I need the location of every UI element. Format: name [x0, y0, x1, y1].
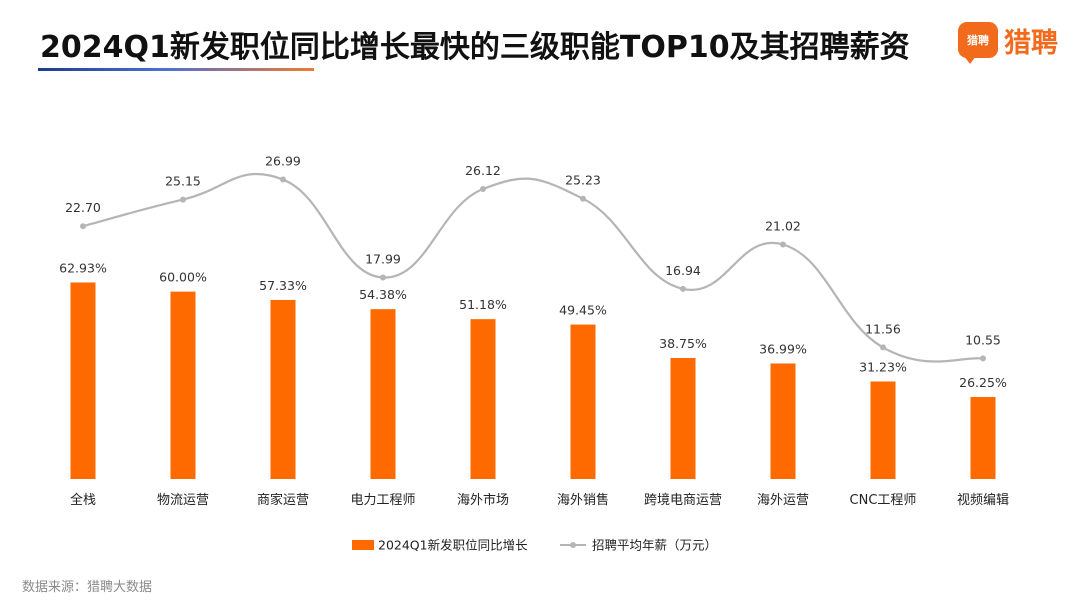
- salary-point-7: [680, 285, 686, 292]
- bar-label-6: 49.45%: [559, 303, 607, 318]
- bar-label-7: 38.75%: [659, 336, 707, 351]
- salary-label-5: 26.12: [465, 163, 501, 178]
- category-label-4: 电力工程师: [350, 493, 415, 508]
- category-label-5: 海外市场: [457, 492, 509, 508]
- salary-label-3: 26.99: [265, 154, 301, 169]
- bar-4: [370, 309, 396, 479]
- salary-point-3: [280, 176, 286, 183]
- legend-line-label: 招聘平均年薪（万元）: [592, 538, 717, 553]
- salary-label-4: 17.99: [365, 251, 401, 266]
- salary-label-9: 11.56: [865, 321, 901, 336]
- bar-8: [770, 363, 796, 479]
- bar-2: [170, 291, 196, 479]
- bar-9: [870, 381, 896, 479]
- title-underline: [38, 68, 314, 71]
- salary-line: [82, 172, 984, 363]
- liepin-logo: 猎聘 猎聘: [958, 20, 1058, 64]
- category-label-7: 跨境电商运营: [644, 493, 722, 508]
- bar-1: [70, 282, 96, 479]
- bar-label-4: 54.38%: [359, 287, 407, 302]
- salary-point-2: [180, 196, 186, 203]
- legend-bar-swatch: [352, 540, 374, 550]
- bar-label-10: 26.25%: [959, 375, 1007, 390]
- salary-label-7: 16.94: [665, 263, 701, 278]
- salary-point-4: [380, 274, 386, 281]
- bar-5: [470, 319, 496, 479]
- salary-point-5: [480, 186, 486, 193]
- bar-label-9: 31.23%: [859, 359, 907, 374]
- bar-3: [270, 299, 296, 479]
- logo-badge-icon: 猎聘: [958, 22, 998, 64]
- salary-label-6: 25.23: [565, 173, 601, 188]
- salary-label-2: 25.15: [165, 174, 201, 189]
- logo-text: 猎聘: [1004, 27, 1058, 59]
- salary-label-8: 21.02: [765, 219, 801, 234]
- bar-label-8: 36.99%: [759, 341, 807, 356]
- legend-bar-label: 2024Q1新发职位同比增长: [378, 538, 528, 553]
- category-label-6: 海外销售: [557, 492, 609, 508]
- category-label-9: CNC工程师: [850, 493, 917, 508]
- category-label-8: 海外运营: [757, 493, 809, 508]
- salary-label-1: 22.70: [65, 200, 101, 215]
- chart-title: 2024Q1新发职位同比增长最快的三级职能TOP10及其招聘薪资: [40, 30, 910, 65]
- category-label-3: 商家运营: [257, 492, 309, 508]
- salary-point-6: [580, 195, 586, 202]
- data-source: 数据来源：猎聘大数据: [22, 580, 153, 595]
- salary-point-8: [780, 241, 786, 248]
- category-label-1: 全栈: [70, 492, 96, 508]
- bar-label-5: 51.18%: [459, 297, 507, 312]
- legend-line-marker: [570, 542, 576, 548]
- bar-6: [570, 324, 596, 479]
- salary-point-10: [980, 355, 986, 362]
- salary-point-9: [880, 344, 886, 351]
- salary-label-10: 10.55: [965, 332, 1001, 347]
- bar-label-2: 60.00%: [159, 270, 207, 285]
- category-label-10: 视频编辑: [957, 493, 1009, 508]
- bar-7: [670, 357, 696, 479]
- bar-label-1: 62.93%: [59, 260, 107, 275]
- category-label-2: 物流运营: [157, 493, 209, 508]
- bar-label-3: 57.33%: [259, 278, 307, 293]
- bar-10: [970, 397, 996, 479]
- salary-point-1: [80, 223, 86, 230]
